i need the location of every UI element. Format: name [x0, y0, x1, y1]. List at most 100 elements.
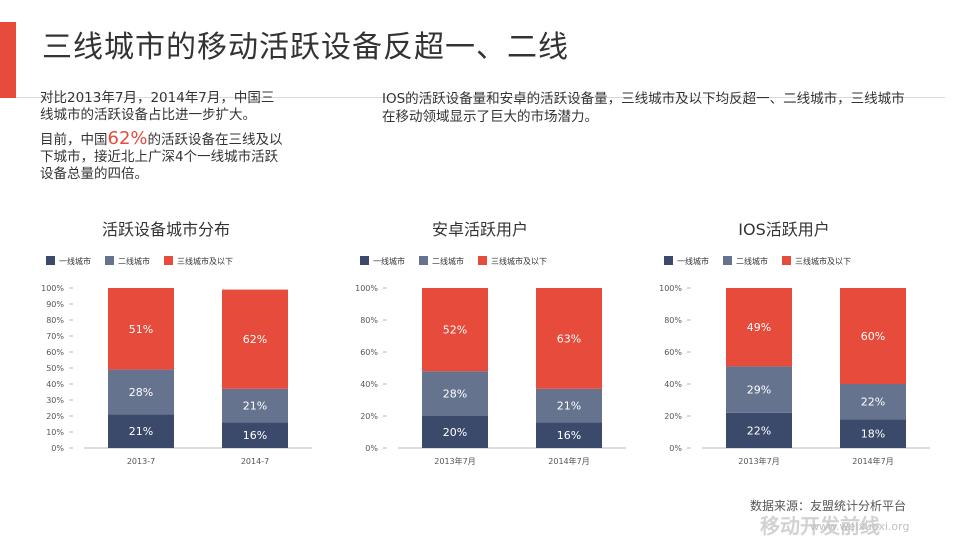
- chart-title: 安卓活跃用户: [431, 220, 528, 239]
- data-label: 28%: [443, 388, 467, 401]
- bar-segment: [422, 371, 488, 416]
- bar-segment: [536, 388, 602, 423]
- y-tick-label: 0%: [365, 444, 378, 453]
- y-tick-label: 40%: [664, 380, 682, 389]
- data-label: 16%: [557, 429, 581, 442]
- y-tick-label: 60%: [664, 348, 682, 357]
- intro-text-pre: 目前，中国: [40, 132, 108, 148]
- stacked-bar-chart: 一线城市 二线城市 三线城市及以下 0% 10% 20% 30% 40% 50% 60% 70% 80…: [41, 256, 312, 466]
- data-label: 63%: [557, 332, 581, 345]
- y-tick-label: 50%: [46, 364, 64, 373]
- legend-label: 二线城市: [736, 256, 768, 266]
- legend-label: 一线城市: [677, 256, 709, 266]
- bar-segment: [840, 384, 906, 420]
- legend-swatch: [164, 256, 173, 265]
- data-label: 21%: [129, 425, 153, 438]
- y-tick-label: 60%: [46, 348, 64, 357]
- legend-label: 二线城市: [118, 256, 150, 266]
- title-divider: [16, 97, 945, 98]
- y-tick-label: 10%: [46, 428, 64, 437]
- legend-label: 三线城市及以下: [177, 256, 233, 266]
- y-tick-label: 60%: [360, 348, 378, 357]
- bar-segment: [108, 288, 174, 370]
- data-label: 16%: [243, 429, 267, 442]
- legend-label: 一线城市: [373, 256, 405, 266]
- chart-title: 活跃设备城市分布: [101, 220, 230, 239]
- y-tick-label: 40%: [360, 380, 378, 389]
- data-label: 60%: [861, 330, 885, 343]
- intro-text-post: 的活跃设备在三线及以下城市，接近北上广深4个一线城市活跃设备总量的四倍。: [40, 132, 283, 182]
- legend-swatch: [46, 256, 55, 265]
- y-tick-label: 90%: [46, 300, 64, 309]
- y-tick-label: 30%: [46, 396, 64, 405]
- bar-segment: [726, 366, 792, 413]
- x-tick-label: 2013-7: [127, 457, 155, 466]
- bar-segment: [222, 388, 288, 423]
- data-label: 29%: [747, 384, 771, 397]
- y-tick-label: 80%: [360, 316, 378, 325]
- y-tick-label: 80%: [46, 316, 64, 325]
- legend-swatch: [419, 256, 428, 265]
- intro-text: 对比2013年7月，2014年7月，中国三线城市的活跃设备占比进一步扩大。 目前…: [40, 90, 285, 189]
- x-tick-label: 2014年7月: [852, 456, 893, 466]
- bar-segment: [108, 369, 174, 415]
- chart-panel-city-distribution: 活跃设备城市分布 一线城市 二线城市 三线城市及以下 0% 10% 20% 30% 40% 50…: [16, 210, 316, 480]
- data-label: 62%: [243, 333, 267, 346]
- bar-segment: [222, 289, 288, 389]
- legend-swatch: [105, 256, 114, 265]
- y-tick-label: 0%: [51, 444, 64, 453]
- slide-title: 三线城市的移动活跃设备反超一、二线: [42, 30, 569, 65]
- legend-swatch: [360, 256, 369, 265]
- x-tick-label: 2013年7月: [434, 456, 475, 466]
- note-text: IOS的活跃设备量和安卓的活跃设备量，三线城市及以下均反超一、二线城市，三线城市…: [382, 91, 905, 125]
- data-label: 21%: [557, 400, 581, 413]
- bar-segment: [222, 422, 288, 448]
- data-label: 22%: [747, 424, 771, 437]
- bar-segment: [108, 414, 174, 448]
- bar-segment: [536, 288, 602, 389]
- y-tick-label: 20%: [46, 412, 64, 421]
- intro-paragraph-2: 目前，中国62%的活跃设备在三线及以下城市，接近北上广深4个一线城市活跃设备总量…: [40, 130, 285, 183]
- y-tick-label: 100%: [659, 284, 682, 293]
- intro-paragraph-1: 对比2013年7月，2014年7月，中国三线城市的活跃设备占比进一步扩大。: [40, 90, 275, 123]
- y-tick-label: 20%: [664, 412, 682, 421]
- legend-label: 三线城市及以下: [491, 256, 547, 266]
- watermark-url: www.weixuexi.org: [810, 520, 910, 533]
- legend-swatch: [782, 256, 791, 265]
- legend-swatch: [723, 256, 732, 265]
- legend-swatch: [478, 256, 487, 265]
- intro-highlight-value: 62%: [107, 128, 148, 149]
- bar-segment: [726, 412, 792, 448]
- data-label: 52%: [443, 324, 467, 337]
- legend-label: 三线城市及以下: [795, 256, 851, 266]
- x-tick-label: 2014年7月: [548, 456, 589, 466]
- legend-label: 一线城市: [59, 256, 91, 266]
- x-tick-label: 2013年7月: [738, 456, 779, 466]
- data-label: 28%: [129, 386, 153, 399]
- chart-panel-ios: IOS活跃用户 一线城市 二线城市 三线城市及以下 0% 20% 40% 60% 80% 100…: [634, 210, 934, 480]
- y-tick-label: 100%: [41, 284, 64, 293]
- accent-bar: [0, 22, 16, 98]
- bar-segment: [726, 288, 792, 367]
- bar-segment: [840, 288, 906, 384]
- y-tick-label: 100%: [355, 284, 378, 293]
- watermark-logo: 移动开发前线: [760, 514, 880, 538]
- data-label: 21%: [243, 400, 267, 413]
- data-label: 20%: [443, 426, 467, 439]
- chart-panel-android: 安卓活跃用户 一线城市 二线城市 三线城市及以下 0% 20% 40% 60% 80% 100%…: [330, 210, 630, 480]
- data-source: 数据来源：友盟统计分析平台: [750, 499, 907, 513]
- y-tick-label: 0%: [669, 444, 682, 453]
- bar-segment: [422, 288, 488, 372]
- chart-title: IOS活跃用户: [738, 220, 830, 239]
- legend-swatch: [664, 256, 673, 265]
- legend-label: 二线城市: [432, 256, 464, 266]
- data-label: 49%: [747, 321, 771, 334]
- y-tick-label: 20%: [360, 412, 378, 421]
- bar-segment: [422, 416, 488, 448]
- data-label: 51%: [129, 323, 153, 336]
- y-tick-label: 80%: [664, 316, 682, 325]
- x-tick-label: 2014-7: [241, 457, 269, 466]
- data-label: 22%: [861, 396, 885, 409]
- data-label: 18%: [861, 428, 885, 441]
- bar-segment: [840, 419, 906, 448]
